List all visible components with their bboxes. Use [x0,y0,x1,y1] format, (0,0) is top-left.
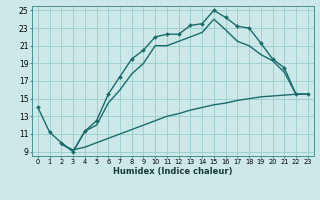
X-axis label: Humidex (Indice chaleur): Humidex (Indice chaleur) [113,167,233,176]
